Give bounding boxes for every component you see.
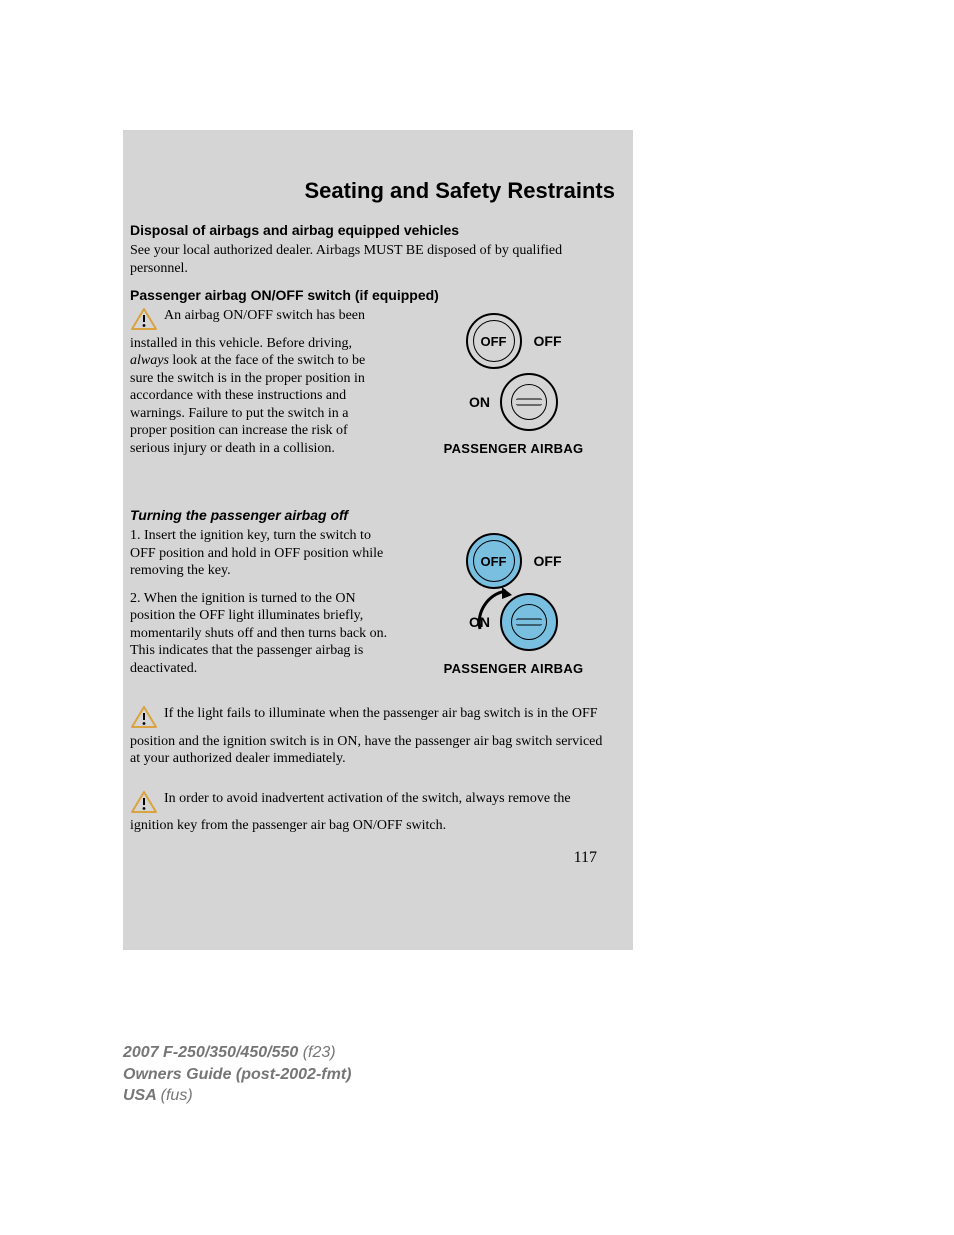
on-label: ON (469, 394, 490, 410)
off-label-2: OFF (534, 553, 562, 569)
diagram2-caption: PASSENGER AIRBAG (424, 661, 604, 676)
warning-icon (130, 790, 158, 820)
off-indicator-label-2: OFF (473, 540, 515, 582)
footer: 2007 F-250/350/450/550 (f23) Owners Guid… (123, 1042, 351, 1107)
page-number: 117 (130, 849, 615, 867)
footer-line3-italic: (fus) (161, 1087, 193, 1104)
footer-line1-bold: 2007 F-250/350/450/550 (123, 1044, 303, 1061)
disposal-text: See your local authorized dealer. Airbag… (130, 242, 615, 277)
warning3-text: In order to avoid inadvertent activation… (130, 791, 571, 834)
off-indicator-circle-2: OFF (466, 533, 522, 589)
footer-line2: Owners Guide (post-2002-fmt) (123, 1064, 351, 1086)
warning1-pre: An airbag ON/OFF switch has been install… (130, 308, 365, 351)
warning1-italic: always (130, 353, 169, 368)
key-slot-2 (500, 593, 558, 651)
footer-line1-italic: (f23) (303, 1044, 336, 1061)
warning-icon (130, 307, 158, 337)
section-title: Seating and Safety Restraints (123, 130, 633, 216)
on-label-2: ON (469, 614, 490, 630)
switch-heading: Passenger airbag ON/OFF switch (if equip… (130, 287, 615, 303)
warning-icon (130, 705, 158, 735)
warning-text-2: If the light fails to illuminate when th… (130, 705, 615, 768)
off-indicator-label: OFF (473, 320, 515, 362)
turning-off-heading: Turning the passenger airbag off (130, 507, 615, 523)
warning2-text: If the light fails to illuminate when th… (130, 706, 602, 766)
disposal-heading: Disposal of airbags and airbag equipped … (130, 222, 615, 238)
warning-text-1: An airbag ON/OFF switch has been install… (130, 307, 388, 457)
off-indicator-circle: OFF (466, 313, 522, 369)
warning-text-3: In order to avoid inadvertent activation… (130, 790, 615, 835)
warning1-post: look at the face of the switch to be sur… (130, 353, 365, 456)
step1-text: 1. Insert the ignition key, turn the swi… (130, 527, 388, 580)
step2-text: 2. When the ignition is turned to the ON… (130, 590, 388, 678)
diagram1-caption: PASSENGER AIRBAG (424, 441, 604, 456)
key-slot (500, 373, 558, 431)
off-label: OFF (534, 333, 562, 349)
page-content: Seating and Safety Restraints Disposal o… (123, 130, 633, 950)
switch-diagram-1: OFF OFF ON PASSENGER AIRBAG (424, 313, 604, 456)
turning-off-row: 1. Insert the ignition key, turn the swi… (130, 527, 615, 687)
body-area: Disposal of airbags and airbag equipped … (123, 216, 633, 867)
warning-row-1: An airbag ON/OFF switch has been install… (130, 307, 615, 467)
switch-diagram-2: OFF OFF ON PASSENGER AIRBAG (424, 533, 604, 676)
footer-line3-bold: USA (123, 1087, 161, 1104)
